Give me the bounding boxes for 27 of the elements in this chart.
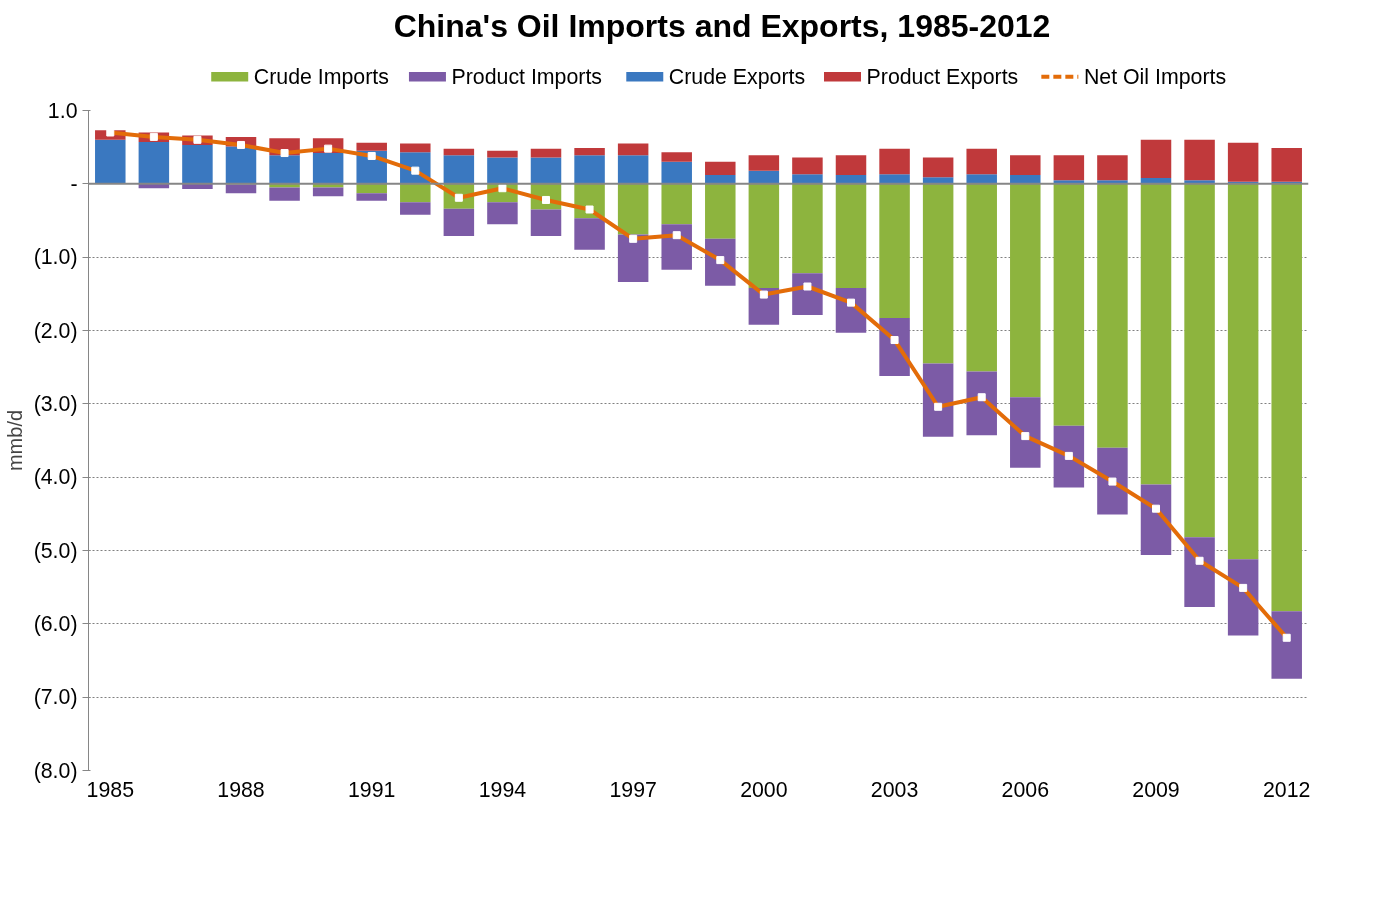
x-tick-label: 1997 xyxy=(609,777,657,802)
x-tick-label: 1991 xyxy=(347,777,396,802)
y-tick-label: (4.0) xyxy=(33,465,78,490)
y-tick-label: (3.0) xyxy=(33,391,78,416)
x-tick-label: 2009 xyxy=(1132,777,1180,802)
x-tick-label: 1985 xyxy=(86,777,135,802)
y-tick-label: (7.0) xyxy=(33,685,78,710)
y-tick-label: 1.0 xyxy=(47,98,78,123)
legend-label: Crude Imports xyxy=(253,64,389,89)
legend-label: Product Imports xyxy=(451,64,603,89)
y-axis-title: mmb/d xyxy=(3,409,26,472)
legend-label: Crude Exports xyxy=(668,64,806,89)
y-tick-label: (5.0) xyxy=(33,538,78,563)
x-tick-label: 2006 xyxy=(1001,777,1050,802)
x-tick-label: 1988 xyxy=(217,777,265,802)
y-tick-label: (8.0) xyxy=(33,758,78,783)
y-tick-label: (1.0) xyxy=(33,245,78,270)
x-tick-label: 2012 xyxy=(1262,777,1311,802)
legend-label: Product Exports xyxy=(866,64,1019,89)
x-tick-label: 2000 xyxy=(740,777,788,802)
x-tick-label: 2003 xyxy=(870,777,919,802)
legend-label: Net Oil Imports xyxy=(1083,64,1227,89)
y-tick-label: (2.0) xyxy=(33,318,78,343)
chart-title: China's Oil Imports and Exports, 1985-2012 xyxy=(393,7,1051,44)
y-tick-label: (6.0) xyxy=(33,611,78,636)
y-tick-label: - xyxy=(70,171,78,196)
x-tick-label: 1994 xyxy=(478,777,527,802)
